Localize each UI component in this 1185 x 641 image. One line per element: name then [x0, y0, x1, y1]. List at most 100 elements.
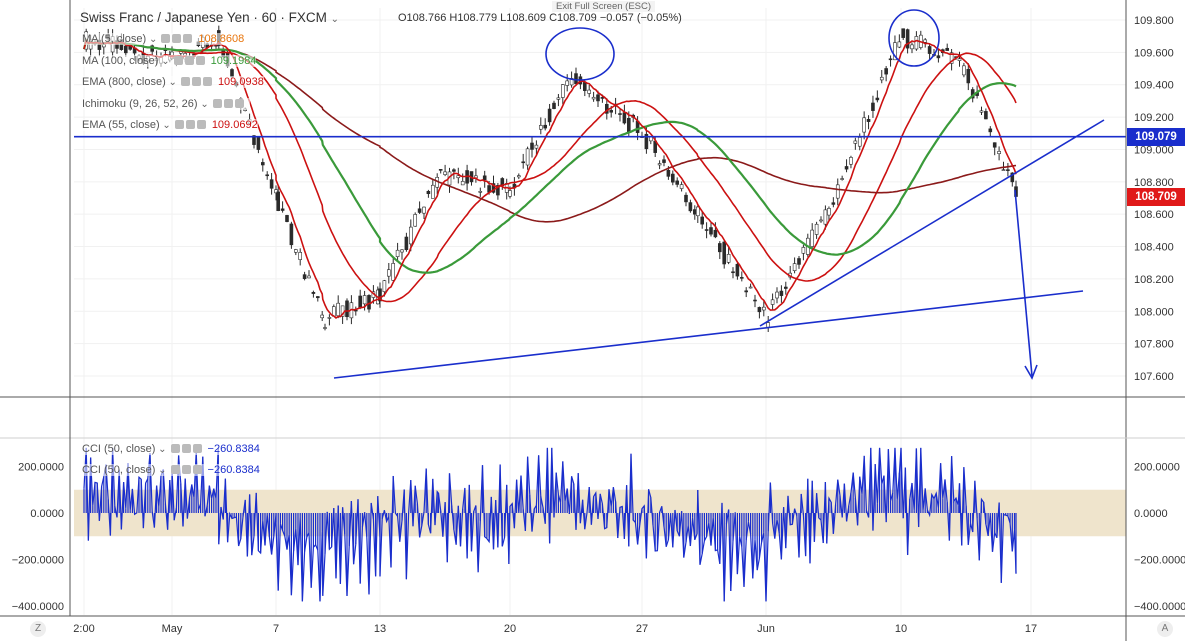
trend-drawings[interactable] — [74, 9, 1126, 380]
auto-scale-button[interactable]: A — [1157, 621, 1173, 637]
candle-body — [962, 65, 966, 76]
close-icon[interactable] — [183, 34, 193, 43]
candle-body — [521, 161, 526, 164]
candle-body — [556, 97, 561, 100]
gear-icon[interactable] — [184, 55, 194, 65]
eye-icon[interactable] — [173, 55, 183, 65]
candle-body — [700, 216, 705, 225]
gear-icon[interactable] — [172, 34, 182, 43]
candle-body — [923, 39, 928, 43]
head-circle-left[interactable] — [545, 27, 615, 81]
candle-body — [875, 97, 880, 101]
close-icon[interactable] — [192, 444, 202, 453]
candle-body — [927, 46, 932, 54]
candle-body — [744, 290, 749, 293]
indicator-legend-row[interactable]: EMA (55, close) ⌄ 109.0692 — [82, 119, 258, 131]
eye-icon[interactable] — [180, 77, 190, 86]
upper-trendline[interactable] — [759, 119, 1105, 327]
candle-body — [274, 189, 278, 194]
candle-body — [538, 125, 543, 130]
ma-5-line — [83, 38, 1017, 320]
candle-body — [516, 175, 521, 178]
gear-icon[interactable] — [185, 120, 195, 129]
chevron-down-icon[interactable]: ⌄ — [146, 34, 158, 45]
candle-body — [443, 171, 447, 175]
lower-trendline[interactable] — [333, 290, 1084, 379]
candle-body — [508, 190, 512, 197]
price-tick-label: 107.600 — [1134, 371, 1174, 383]
eye-icon[interactable] — [212, 98, 222, 108]
time-tick-label: May — [162, 623, 183, 635]
indicator-label: Ichimoku (9, 26, 52, 26) — [82, 97, 198, 110]
head-circle-right[interactable] — [888, 9, 940, 67]
chevron-down-icon[interactable]: ⌄ — [155, 465, 167, 476]
candle-body — [438, 169, 443, 171]
eye-icon[interactable] — [170, 444, 180, 453]
close-icon[interactable] — [195, 55, 205, 65]
candle-body — [840, 178, 844, 180]
eye-icon[interactable] — [161, 34, 171, 43]
cci-tick-label: 200.0000 — [18, 462, 64, 474]
zoom-reset-button[interactable]: Z — [30, 621, 46, 637]
candle-body — [835, 184, 840, 199]
indicator-legend-row[interactable]: Ichimoku (9, 26, 52, 26) ⌄ — [82, 97, 250, 110]
indicator-controls[interactable] — [174, 119, 208, 131]
time-tick-label: 17 — [1025, 623, 1037, 635]
horizontal-line-price-label: 109.079 — [1127, 127, 1185, 146]
candle-body — [345, 300, 349, 318]
candle-body — [400, 249, 404, 253]
chevron-down-icon[interactable]: ⌄ — [158, 55, 170, 67]
indicator-legend-row[interactable]: MA (100, close) ⌄ 109.1984 — [82, 54, 257, 67]
indicator-value: 109.0692 — [211, 119, 258, 131]
candle-body — [853, 140, 858, 144]
symbol-title[interactable]: Swiss Franc / Japanese Yen · 60 · FXCM ⌄ — [80, 10, 340, 25]
indicator-controls[interactable] — [212, 98, 246, 110]
exit-fullscreen-hint[interactable]: Exit Full Screen (ESC) — [552, 1, 656, 12]
cci-tick-label: 0.0000 — [30, 508, 64, 520]
eye-icon[interactable] — [174, 120, 184, 129]
candle-body — [530, 142, 534, 150]
close-icon[interactable] — [196, 120, 206, 129]
gear-icon[interactable] — [181, 444, 191, 453]
chevron-down-icon[interactable]: ⌄ — [155, 444, 167, 455]
indicator-legend-row[interactable]: MA (5, close) ⌄ 108.8608 — [82, 33, 245, 45]
indicator-controls[interactable] — [173, 55, 207, 67]
close-icon[interactable] — [192, 465, 202, 474]
chevron-down-icon[interactable]: ⌄ — [330, 14, 340, 25]
eye-icon[interactable] — [170, 465, 180, 474]
candle-body — [456, 175, 461, 179]
candle-body — [905, 29, 910, 49]
price-tick-label: 108.000 — [1134, 306, 1174, 318]
close-icon[interactable] — [202, 77, 212, 86]
chevron-down-icon[interactable]: ⌄ — [165, 77, 177, 88]
time-tick-label: 27 — [636, 623, 648, 635]
candle-body — [293, 249, 298, 253]
indicator-controls[interactable] — [170, 464, 204, 476]
candle-body — [893, 42, 897, 61]
gear-icon[interactable] — [181, 465, 191, 474]
close-icon[interactable] — [234, 98, 244, 108]
candle-body — [666, 169, 671, 177]
gear-icon[interactable] — [191, 77, 201, 86]
arrow-head-icon — [1024, 364, 1038, 380]
chevron-down-icon[interactable]: ⌄ — [197, 98, 209, 110]
candle-body — [327, 317, 332, 319]
indicator-legend-row[interactable]: EMA (800, close) ⌄ 109.0938 — [82, 76, 264, 88]
candle-body — [810, 229, 815, 247]
candle-body — [739, 277, 744, 279]
indicator-controls[interactable] — [161, 33, 194, 45]
candle-body — [844, 166, 849, 170]
ma-100-line — [82, 37, 1017, 274]
projection-arrow[interactable] — [1014, 189, 1033, 377]
chevron-down-icon[interactable]: ⌄ — [159, 120, 171, 131]
candle-body — [496, 185, 500, 196]
candle-body — [587, 89, 592, 94]
cci-legend-row[interactable]: CCI (50, close) ⌄ −260.8384 — [82, 443, 260, 455]
cci-legend-row[interactable]: CCI (50, close) ⌄ −260.8384 — [82, 464, 260, 476]
gear-icon[interactable] — [223, 98, 233, 108]
indicator-controls[interactable] — [180, 76, 214, 88]
candle-body — [949, 52, 954, 64]
candle-body — [792, 263, 797, 271]
indicator-controls[interactable] — [170, 443, 204, 455]
